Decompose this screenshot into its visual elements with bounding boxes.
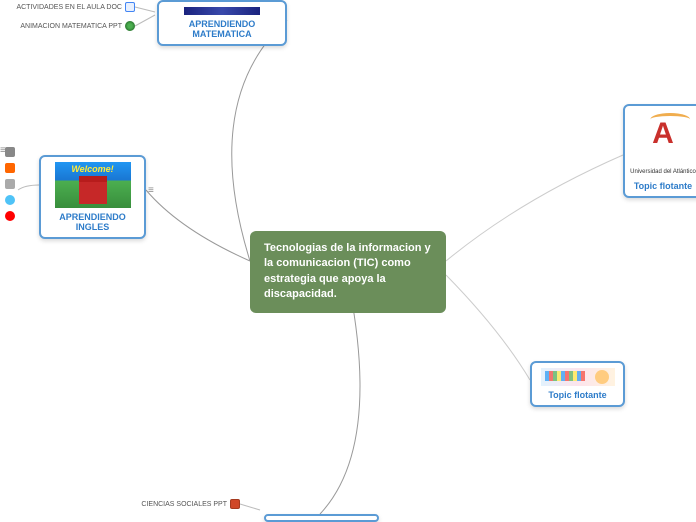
expand-handle-right[interactable]: ≡ [148, 187, 156, 195]
topic-universidad[interactable]: A Universidad del Atlántico Topic flotan… [623, 104, 696, 198]
child-image [541, 368, 615, 386]
globe2-icon[interactable] [5, 195, 15, 205]
expand-handle-left[interactable]: ≡ [0, 147, 8, 155]
list-icon[interactable] [5, 179, 15, 189]
math-image [184, 7, 260, 15]
note-ciencias-ppt[interactable]: CIENCIAS SOCIALES PPT [115, 499, 240, 509]
center-topic[interactable]: Tecnologias de la informacion y la comun… [250, 231, 446, 313]
topic-matematica[interactable]: APRENDIENDO MATEMATICA [157, 0, 287, 46]
topic-ingles[interactable]: APRENDIENDO INGLES [39, 155, 146, 239]
topic-child-label: Topic flotante [537, 390, 618, 400]
globe-icon [125, 21, 135, 31]
note-animacion-ppt[interactable]: ANIMACION MATEMATICA PPT [0, 21, 135, 31]
topic-child[interactable]: Topic flotante [530, 361, 625, 407]
topic-univ-label: Topic flotante [630, 181, 696, 191]
note-anim-label: ANIMACION MATEMATICA PPT [20, 23, 122, 30]
icon-stack [5, 147, 15, 221]
univ-logo: A Universidad del Atlántico [638, 111, 688, 177]
youtube-icon[interactable] [5, 211, 15, 221]
topic-ciencias[interactable] [264, 514, 379, 522]
welcome-image [55, 162, 131, 208]
blogger-icon[interactable] [5, 163, 15, 173]
doc-icon [125, 2, 135, 12]
topic-ingles-label: APRENDIENDO INGLES [46, 212, 139, 232]
ppt-icon [230, 499, 240, 509]
note-aula-label: ACTIVIDADES EN EL AULA DOC [16, 4, 122, 11]
note-aula-doc[interactable]: ACTIVIDADES EN EL AULA DOC [0, 2, 135, 12]
note-ciencias-label: CIENCIAS SOCIALES PPT [141, 501, 227, 508]
topic-matematica-label: APRENDIENDO MATEMATICA [164, 19, 280, 39]
